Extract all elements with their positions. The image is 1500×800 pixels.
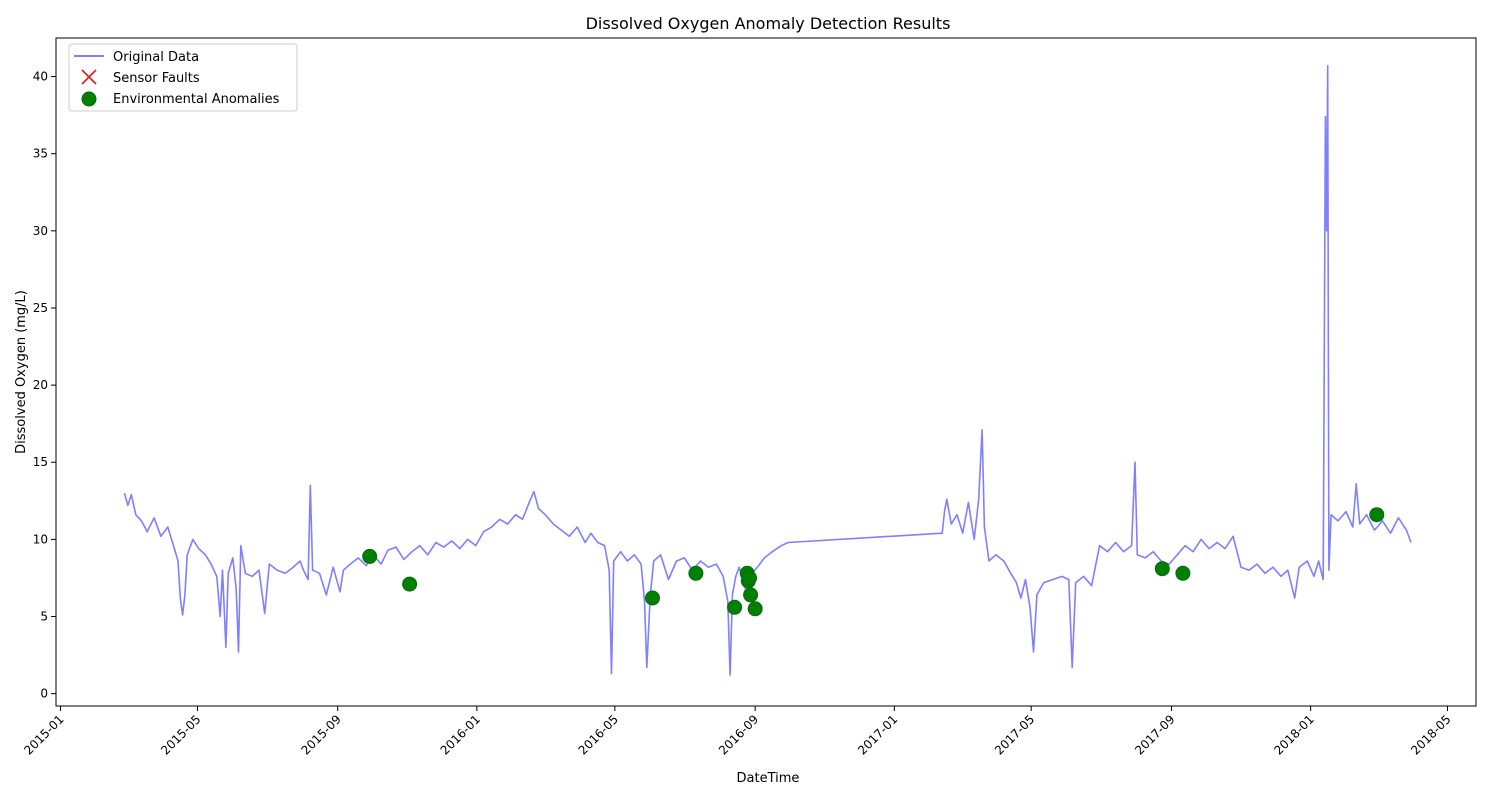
legend: Original Data Sensor Faults Environmenta… <box>69 44 297 111</box>
y-tick-label: 40 <box>33 70 48 84</box>
chart-title: Dissolved Oxygen Anomaly Detection Resul… <box>586 14 951 33</box>
anomaly-point <box>1155 562 1169 576</box>
y-axis-label: Dissolved Oxygen (mg/L) <box>14 290 29 454</box>
y-tick-label: 20 <box>33 378 48 392</box>
legend-label-anomalies: Environmental Anomalies <box>113 92 280 107</box>
marker-layer <box>363 508 1384 616</box>
anomaly-point <box>748 602 762 616</box>
x-tick-label: 2018-01 <box>1271 712 1316 757</box>
x-tick-label: 2015-01 <box>21 712 66 757</box>
x-axis-label: DateTime <box>737 771 800 786</box>
x-tick-label: 2015-05 <box>158 712 203 757</box>
y-axis: 0 5 10 15 20 25 30 35 40 <box>33 70 56 701</box>
anomaly-point <box>646 591 660 605</box>
anomaly-point <box>363 549 377 563</box>
x-tick-label: 2016-01 <box>438 712 483 757</box>
anomaly-point <box>403 577 417 591</box>
y-tick-label: 25 <box>33 301 48 315</box>
x-tick-label: 2017-05 <box>992 712 1037 757</box>
y-tick-label: 0 <box>40 687 48 701</box>
x-tick-label: 2017-09 <box>1132 712 1177 757</box>
y-tick-label: 5 <box>40 610 48 624</box>
legend-label-faults: Sensor Faults <box>113 71 200 86</box>
y-tick-label: 35 <box>33 147 48 161</box>
anomaly-point <box>728 600 742 614</box>
plot-area-frame <box>56 38 1476 706</box>
x-tick-label: 2016-09 <box>716 712 761 757</box>
series-layer <box>124 66 1411 675</box>
x-tick-label: 2017-01 <box>855 712 900 757</box>
anomaly-point <box>743 571 757 585</box>
anomaly-point <box>1176 566 1190 580</box>
anomaly-point <box>1370 508 1384 522</box>
x-tick-label: 2018-05 <box>1408 712 1453 757</box>
legend-marker-anomalies <box>82 92 96 106</box>
x-tick-label: 2015-09 <box>298 712 343 757</box>
x-tick-label: 2016-05 <box>576 712 621 757</box>
anomaly-point <box>744 588 758 602</box>
y-tick-label: 30 <box>33 224 48 238</box>
y-tick-label: 15 <box>33 455 48 469</box>
x-axis: 2015-01 2015-05 2015-09 2016-01 2016-05 2016-… <box>21 706 1453 758</box>
legend-label-original: Original Data <box>113 50 199 65</box>
anomaly-point <box>689 566 703 580</box>
y-tick-label: 10 <box>33 532 48 546</box>
series-line-original-data <box>124 66 1411 675</box>
